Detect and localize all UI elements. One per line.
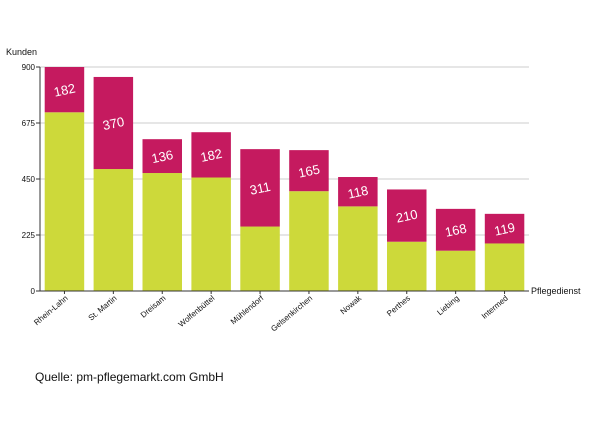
data-label: 118 bbox=[346, 183, 369, 202]
x-tick-label: Perthes bbox=[385, 294, 412, 319]
data-label: 182 bbox=[52, 81, 76, 100]
y-tick-label: 675 bbox=[22, 119, 36, 128]
bar-base-segment bbox=[191, 177, 231, 291]
bar-base-segment bbox=[484, 243, 525, 291]
data-label: 210 bbox=[395, 206, 419, 225]
data-labels: 182 370 136 182 311 165 118 210 168 119 bbox=[52, 81, 516, 240]
bar-base-segment bbox=[44, 112, 85, 291]
data-label: 165 bbox=[297, 162, 321, 181]
data-label: 182 bbox=[199, 146, 223, 165]
bar-top-segment bbox=[387, 189, 427, 242]
bar-base-segment bbox=[240, 226, 280, 291]
bar-base-segment bbox=[435, 250, 476, 291]
x-tick-label: Dreisam bbox=[139, 293, 168, 319]
x-tick-label: St. Martin bbox=[87, 294, 119, 323]
y-tick-label: 900 bbox=[22, 63, 36, 72]
bar-top-segment bbox=[289, 150, 329, 192]
source-note: Quelle: pm-pflegemarkt.com GmbH bbox=[35, 370, 224, 384]
x-tick-label: Gelsenkirchen bbox=[269, 294, 314, 334]
y-tick-label: 450 bbox=[22, 175, 36, 184]
data-label: 119 bbox=[493, 220, 516, 239]
x-tick-label: Mühlendorf bbox=[229, 293, 266, 326]
bar-top-segment bbox=[435, 208, 476, 251]
bar-base-segment bbox=[387, 241, 427, 291]
bar-base-segment bbox=[289, 191, 329, 291]
y-tick-label: 225 bbox=[22, 231, 36, 240]
bar-top-segment bbox=[44, 67, 85, 113]
bar-top-segment bbox=[191, 132, 231, 178]
bar-top-segment bbox=[93, 76, 134, 170]
data-label: 136 bbox=[150, 147, 174, 166]
bar-base-segment bbox=[142, 173, 182, 291]
bar-top-segment bbox=[484, 213, 525, 244]
bars bbox=[44, 67, 525, 291]
data-label: 370 bbox=[101, 114, 125, 133]
x-tick-label: Wolfenbüttel bbox=[177, 293, 217, 329]
bar-top-segment bbox=[240, 149, 280, 227]
y-axis-title: Kunden bbox=[6, 47, 37, 57]
bar-base-segment bbox=[338, 206, 378, 291]
data-label: 168 bbox=[444, 221, 468, 240]
bar-top-segment bbox=[142, 139, 182, 174]
x-tick-label: Rhein-Lahn bbox=[32, 294, 69, 327]
x-tick-label: Nowak bbox=[339, 293, 364, 316]
bar-base-segment bbox=[93, 169, 134, 291]
data-label: 311 bbox=[248, 179, 271, 198]
bar-top-segment bbox=[338, 177, 378, 207]
x-tick-label: Intermed bbox=[480, 294, 510, 321]
x-axis-title: Pflegedienst bbox=[531, 286, 581, 296]
y-tick-label: 0 bbox=[31, 287, 36, 296]
x-tick-label: Liebing bbox=[435, 294, 461, 317]
